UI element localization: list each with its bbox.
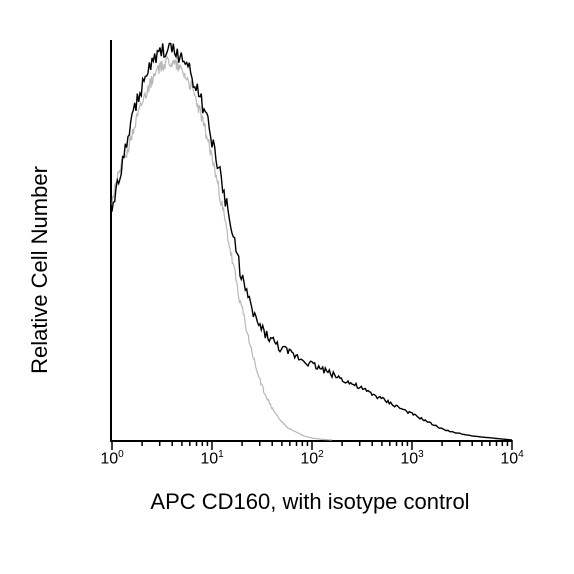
x-tick-label: 100 (100, 449, 123, 468)
x-tick-label: 102 (300, 449, 323, 468)
histogram-series-isotype_control (112, 57, 332, 440)
histogram-series-stained (112, 43, 512, 440)
flow-cytometry-histogram: Relative Cell Number 100101102103104 APC… (50, 30, 530, 510)
plot-area: 100101102103104 (110, 40, 512, 442)
x-tick-label: 104 (500, 449, 523, 468)
x-axis-label: APC CD160, with isotype control (110, 489, 510, 515)
x-tick-label: 101 (200, 449, 223, 468)
x-tick-label: 103 (400, 449, 423, 468)
y-axis-label: Relative Cell Number (27, 166, 53, 374)
histogram-svg (112, 40, 512, 440)
